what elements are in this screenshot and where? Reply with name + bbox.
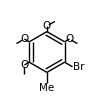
Text: O: O (20, 34, 29, 44)
Text: Me: Me (39, 83, 55, 93)
Text: Br: Br (73, 62, 85, 72)
Text: O: O (20, 60, 29, 70)
Text: O: O (43, 21, 51, 31)
Text: O: O (65, 34, 74, 44)
